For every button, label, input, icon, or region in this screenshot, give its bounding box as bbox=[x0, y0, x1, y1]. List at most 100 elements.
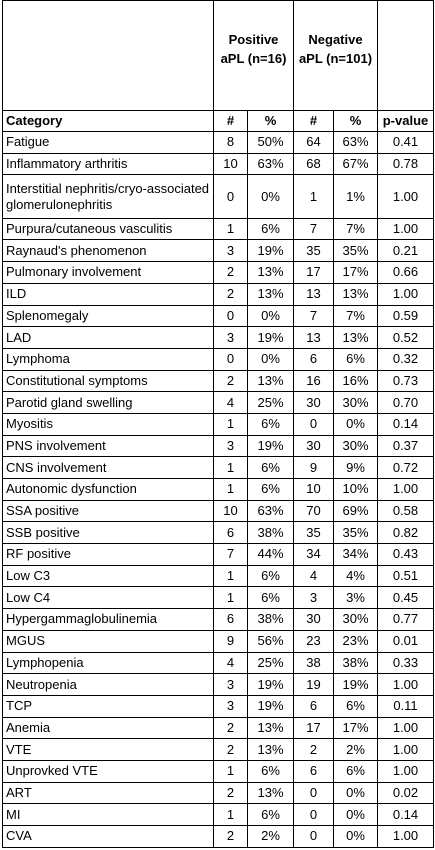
category-cell: SSB positive bbox=[3, 522, 214, 545]
value-cell: 3 bbox=[214, 695, 248, 718]
value-cell: 6 bbox=[214, 522, 248, 545]
category-cell: Low C4 bbox=[3, 587, 214, 610]
value-cell: 13 bbox=[294, 283, 334, 306]
value-cell: 6% bbox=[248, 565, 294, 588]
value-cell: 10 bbox=[214, 153, 248, 176]
value-cell: 0.72 bbox=[378, 457, 434, 480]
value-cell: 0.01 bbox=[378, 630, 434, 653]
value-cell: 0.59 bbox=[378, 305, 434, 328]
category-cell: Splenomegaly bbox=[3, 305, 214, 328]
value-cell: 1 bbox=[214, 457, 248, 480]
value-cell: 0 bbox=[294, 804, 334, 827]
value-cell: 0.66 bbox=[378, 262, 434, 284]
value-cell: 0 bbox=[294, 782, 334, 805]
value-cell: 13% bbox=[248, 717, 294, 740]
value-cell: 13% bbox=[248, 782, 294, 805]
value-cell: 4 bbox=[214, 392, 248, 414]
value-cell: 0 bbox=[294, 826, 334, 848]
value-cell: 0% bbox=[334, 804, 378, 827]
category-cell: Hypergammaglobulinemia bbox=[3, 609, 214, 631]
value-cell: 6% bbox=[248, 479, 294, 501]
value-cell: 17 bbox=[294, 717, 334, 740]
value-cell: 3 bbox=[294, 587, 334, 610]
category-cell: Autonomic dysfunction bbox=[3, 479, 214, 501]
value-cell: 17 bbox=[294, 262, 334, 284]
value-cell: 35 bbox=[294, 240, 334, 263]
category-cell: CVA bbox=[3, 826, 214, 848]
value-cell: 0% bbox=[248, 175, 294, 219]
category-cell: Low C3 bbox=[3, 565, 214, 588]
value-cell: 30 bbox=[294, 609, 334, 631]
value-cell: 0.45 bbox=[378, 587, 434, 610]
category-cell: Parotid gland swelling bbox=[3, 392, 214, 414]
value-cell: 2% bbox=[334, 739, 378, 761]
value-cell: 30 bbox=[294, 392, 334, 414]
category-cell: PNS involvement bbox=[3, 435, 214, 458]
value-cell: 38% bbox=[248, 522, 294, 545]
value-cell: 30% bbox=[334, 392, 378, 414]
value-cell: 9 bbox=[214, 630, 248, 653]
value-cell: 0.58 bbox=[378, 500, 434, 523]
category-cell: Interstitial nephritis/cryo-associated g… bbox=[3, 175, 214, 219]
value-cell: 1.00 bbox=[378, 479, 434, 501]
value-cell: 1.00 bbox=[378, 218, 434, 241]
value-cell: 25% bbox=[248, 652, 294, 675]
column-header: % bbox=[248, 111, 294, 132]
value-cell: 0.78 bbox=[378, 153, 434, 176]
value-cell: 1 bbox=[214, 587, 248, 610]
category-cell: Purpura/cutaneous vasculitis bbox=[3, 218, 214, 241]
blank-cell bbox=[378, 1, 434, 111]
value-cell: 6% bbox=[248, 457, 294, 480]
value-cell: 0% bbox=[248, 305, 294, 328]
value-cell: 3% bbox=[334, 587, 378, 610]
blank-cell bbox=[3, 1, 214, 111]
value-cell: 44% bbox=[248, 544, 294, 566]
value-cell: 1.00 bbox=[378, 760, 434, 783]
value-cell: 6 bbox=[294, 760, 334, 783]
category-cell: Constitutional symptoms bbox=[3, 370, 214, 393]
value-cell: 7% bbox=[334, 305, 378, 328]
category-cell: SSA positive bbox=[3, 500, 214, 523]
value-cell: 1.00 bbox=[378, 674, 434, 696]
value-cell: 30 bbox=[294, 435, 334, 458]
value-cell: 0.70 bbox=[378, 392, 434, 414]
value-cell: 6% bbox=[248, 413, 294, 436]
value-cell: 67% bbox=[334, 153, 378, 176]
value-cell: 2% bbox=[248, 826, 294, 848]
category-cell: CNS involvement bbox=[3, 457, 214, 480]
value-cell: 13% bbox=[334, 283, 378, 306]
category-cell: MI bbox=[3, 804, 214, 827]
value-cell: 13% bbox=[248, 739, 294, 761]
value-cell: 3 bbox=[214, 240, 248, 263]
value-cell: 34 bbox=[294, 544, 334, 566]
value-cell: 23% bbox=[334, 630, 378, 653]
value-cell: 0.02 bbox=[378, 782, 434, 805]
value-cell: 2 bbox=[214, 370, 248, 393]
group-header: Positive aPL (n=16) bbox=[214, 1, 294, 111]
value-cell: 0% bbox=[334, 782, 378, 805]
value-cell: 1% bbox=[334, 175, 378, 219]
value-cell: 25% bbox=[248, 392, 294, 414]
column-header: p-value bbox=[378, 111, 434, 132]
value-cell: 35 bbox=[294, 522, 334, 545]
value-cell: 3 bbox=[214, 674, 248, 696]
value-cell: 0.11 bbox=[378, 695, 434, 718]
value-cell: 10 bbox=[214, 500, 248, 523]
category-cell: Fatigue bbox=[3, 132, 214, 154]
value-cell: 1 bbox=[214, 479, 248, 501]
value-cell: 6% bbox=[334, 695, 378, 718]
value-cell: 0 bbox=[214, 305, 248, 328]
category-cell: Unprovked VTE bbox=[3, 760, 214, 783]
value-cell: 6% bbox=[248, 218, 294, 241]
value-cell: 4 bbox=[214, 652, 248, 675]
category-cell: VTE bbox=[3, 739, 214, 761]
value-cell: 35% bbox=[334, 240, 378, 263]
value-cell: 2 bbox=[214, 782, 248, 805]
category-cell: Lymphopenia bbox=[3, 652, 214, 675]
value-cell: 19% bbox=[248, 674, 294, 696]
value-cell: 3 bbox=[214, 327, 248, 349]
value-cell: 7 bbox=[294, 218, 334, 241]
value-cell: 2 bbox=[294, 739, 334, 761]
value-cell: 19% bbox=[334, 674, 378, 696]
value-cell: 16 bbox=[294, 370, 334, 393]
